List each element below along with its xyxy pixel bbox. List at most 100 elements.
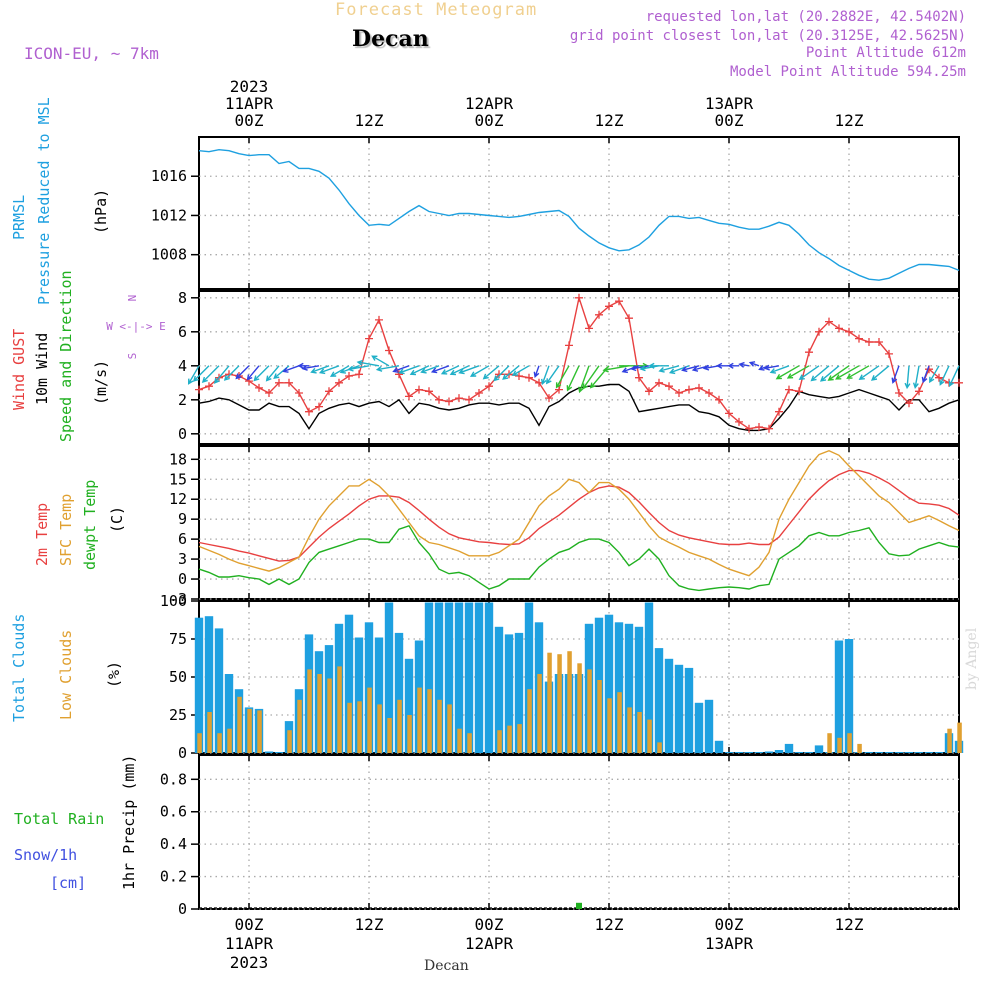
- total-cloud-bar: [384, 602, 394, 753]
- bottom-time-label: 00Z: [715, 915, 744, 934]
- total-cloud-bar: [374, 637, 384, 753]
- low-cloud-bar: [227, 728, 232, 753]
- total-cloud-bar: [504, 634, 514, 753]
- gust-marker: [705, 389, 713, 397]
- total-cloud-bar: [264, 751, 274, 753]
- wind-arrow: [827, 365, 850, 381]
- total-cloud-bar: [654, 648, 664, 753]
- low-cloud-bar: [407, 715, 412, 753]
- low-cloud-bar: [507, 725, 512, 753]
- gust-marker: [895, 389, 903, 397]
- y-tick-label: 100: [160, 592, 187, 610]
- gust-marker: [485, 382, 493, 391]
- gust-marker: [915, 387, 923, 396]
- low-cloud-bar: [367, 687, 372, 753]
- low-cloud-bar: [517, 724, 522, 753]
- gust-marker: [285, 378, 293, 387]
- y-tick-label: 25: [169, 706, 187, 724]
- top-time-label: 12Z: [595, 111, 624, 130]
- low-cloud-bar: [497, 730, 502, 753]
- total-cloud-bar: [874, 752, 884, 753]
- low-cloud-bar: [377, 704, 382, 753]
- wind-arrow: [870, 365, 890, 381]
- total-cloud-bar: [784, 743, 794, 753]
- wind-arrow: [566, 365, 580, 392]
- gust-marker: [385, 346, 393, 355]
- wind-arrow: [246, 365, 260, 381]
- gust-marker: [655, 378, 663, 387]
- bottom-time-label: 13APR: [705, 934, 754, 953]
- top-time-label: 11APR: [225, 94, 274, 113]
- wind-arrow: [912, 365, 920, 389]
- total-cloud-bar: [894, 752, 904, 753]
- total-cloud-bar: [864, 752, 874, 753]
- gust-marker: [195, 385, 203, 394]
- compass-north: N: [126, 295, 139, 302]
- wind-arrow: [297, 362, 309, 369]
- wind-arrow: [318, 365, 340, 375]
- gust-marker: [575, 293, 583, 302]
- y-tick-label: 6: [178, 323, 187, 341]
- total-cloud-bar: [904, 752, 914, 753]
- wind-arrow: [578, 365, 590, 394]
- wind-arrow: [648, 362, 669, 369]
- wind-arrow: [187, 365, 200, 385]
- low-cloud-bar: [647, 719, 652, 753]
- dewpt-line: [198, 524, 960, 592]
- wind-arrow: [630, 365, 650, 372]
- y-tick-label: 1008: [151, 246, 187, 264]
- wind-arrow: [375, 365, 400, 372]
- wind-arrow: [716, 362, 729, 369]
- low-cloud-bar: [437, 699, 442, 753]
- bottom-time-label: 00Z: [475, 915, 504, 934]
- wind-arrow: [265, 365, 280, 382]
- gust-marker: [715, 395, 723, 404]
- low-cloud-bar: [197, 733, 202, 753]
- total-cloud-bar: [684, 667, 694, 753]
- low-cloud-bar: [587, 669, 592, 753]
- wind-arrow: [371, 355, 390, 367]
- gust-marker: [935, 373, 943, 382]
- tsfc-line: [198, 449, 960, 577]
- low-cloud-bar: [837, 737, 842, 753]
- gust-marker: [725, 409, 733, 418]
- total-cloud-bar: [394, 632, 404, 753]
- low-cloud-bar: [397, 699, 402, 753]
- total-cloud-bar: [914, 752, 924, 753]
- pressure-line: [198, 148, 960, 281]
- low-cloud-bar: [637, 712, 642, 753]
- top-time-label: 00Z: [715, 111, 744, 130]
- total-cloud-bar: [804, 752, 814, 753]
- wind-arrow: [835, 365, 860, 380]
- total-cloud-bar: [614, 622, 624, 753]
- gust-marker: [785, 385, 793, 394]
- low-cloud-bar: [447, 704, 452, 753]
- gust-marker: [525, 373, 533, 382]
- rain-bar: [576, 902, 582, 909]
- total-cloud-bar: [274, 752, 284, 753]
- low-cloud-bar: [417, 687, 422, 753]
- wind-arrow: [235, 365, 250, 380]
- gust-marker: [755, 423, 763, 431]
- total-cloud-bar: [674, 664, 684, 753]
- low-cloud-bar: [297, 699, 302, 753]
- gust-marker: [875, 338, 883, 346]
- gust-marker: [685, 385, 693, 394]
- total-cloud-bar: [884, 752, 894, 753]
- wind-arrow: [658, 365, 680, 373]
- panel-frame-2: [198, 445, 960, 600]
- wind-arrow: [921, 365, 930, 384]
- wind-arrow: [493, 365, 510, 382]
- top-time-label: 00Z: [235, 111, 264, 130]
- gust-marker: [495, 370, 503, 379]
- gust-marker: [545, 394, 553, 403]
- gust-marker: [255, 383, 263, 392]
- panel-frame-1: [198, 290, 960, 445]
- y-tick-label: 3: [178, 550, 187, 568]
- top-time-label: 12Z: [355, 111, 384, 130]
- wind-arrow: [409, 365, 430, 376]
- gridpoint-coords: grid point closest lon,lat (20.3125E, 42…: [569, 28, 966, 44]
- wind-arrow: [420, 365, 440, 374]
- low-cloud-bar: [857, 743, 862, 753]
- y-tick-label: 8: [178, 289, 187, 307]
